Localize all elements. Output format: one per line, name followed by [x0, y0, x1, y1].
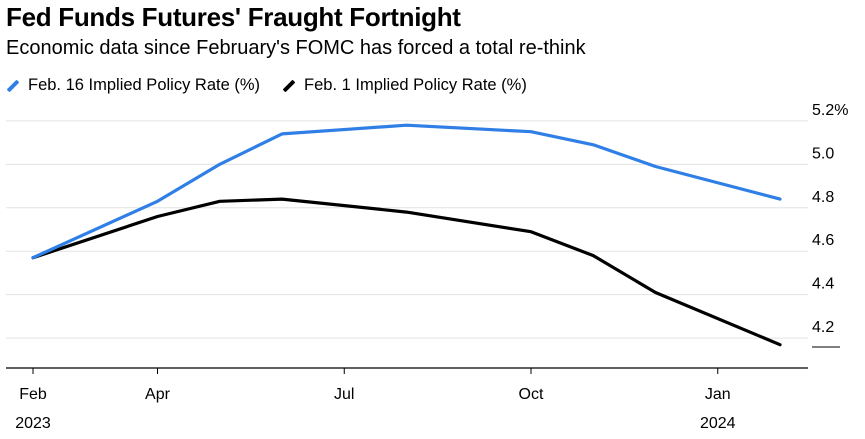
- legend-label-feb16: Feb. 16 Implied Policy Rate (%): [28, 76, 261, 94]
- x-tick-year-label: 2024: [700, 415, 736, 432]
- x-tick-year-label: 2023: [15, 415, 51, 432]
- series-line-feb1: [31, 197, 782, 347]
- y-tick-label: 4.8: [812, 189, 834, 206]
- series-line-feb16: [31, 123, 782, 260]
- legend-label-feb1: Feb. 1 Implied Policy Rate (%): [304, 76, 527, 94]
- legend-item-feb1: Feb. 1 Implied Policy Rate (%): [282, 76, 527, 95]
- x-tick-label: Oct: [519, 386, 544, 403]
- chart-legend: Feb. 16 Implied Policy Rate (%) Feb. 1 I…: [6, 76, 549, 95]
- x-tick-label: Jul: [334, 386, 354, 403]
- chart-subtitle: Economic data since February's FOMC has …: [6, 37, 586, 59]
- x-tick-label: Feb: [19, 386, 47, 403]
- y-tick-label: 4.6: [812, 232, 834, 249]
- x-tick-label: Jan: [705, 386, 731, 403]
- chart-title: Fed Funds Futures' Fraught Fortnight: [6, 2, 461, 32]
- y-tick-label: 4.4: [812, 276, 834, 293]
- x-tick-label: Apr: [145, 386, 171, 403]
- legend-item-feb16: Feb. 16 Implied Policy Rate (%): [6, 76, 260, 95]
- y-tick-label: 4.2: [812, 319, 834, 336]
- y-tick-label: 5.0: [812, 145, 834, 162]
- y-tick-label: 5.2%: [812, 102, 848, 119]
